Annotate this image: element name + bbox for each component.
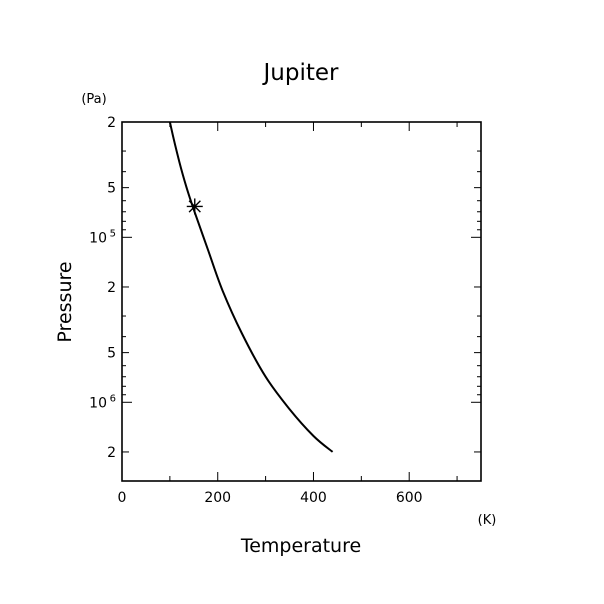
y-tick-label: 10 — [89, 395, 107, 411]
y-tick-label: 2 — [107, 115, 116, 131]
chart-title: Jupiter — [262, 60, 340, 86]
y-tick-label: 2 — [107, 280, 116, 296]
y-tick-label: 5 — [107, 346, 116, 362]
y-tick-label-exponent: 5 — [110, 228, 116, 239]
series-layer — [168, 122, 334, 453]
asterisk-marker — [186, 198, 203, 215]
x-axis-unit: (K) — [478, 513, 497, 528]
axis-ticks — [121, 121, 481, 482]
x-tick-label: 0 — [118, 490, 127, 506]
x-tick-label: 400 — [300, 490, 327, 506]
plot-frame — [121, 121, 482, 482]
y-tick-label: 2 — [107, 445, 116, 461]
y-tick-label-exponent: 6 — [110, 393, 116, 404]
x-tick-label: 600 — [396, 490, 423, 506]
y-tick-label: 10 — [89, 230, 107, 246]
asterisk-stroke — [188, 200, 201, 213]
series-line — [168, 122, 334, 453]
y-tick-label: 5 — [107, 181, 116, 197]
x-axis-title: Temperature — [240, 535, 361, 557]
y-axis-unit: (Pa) — [81, 92, 106, 107]
marker-layer — [186, 198, 203, 215]
x-tick-label: 200 — [204, 490, 231, 506]
y-axis-title: Pressure — [54, 261, 76, 342]
